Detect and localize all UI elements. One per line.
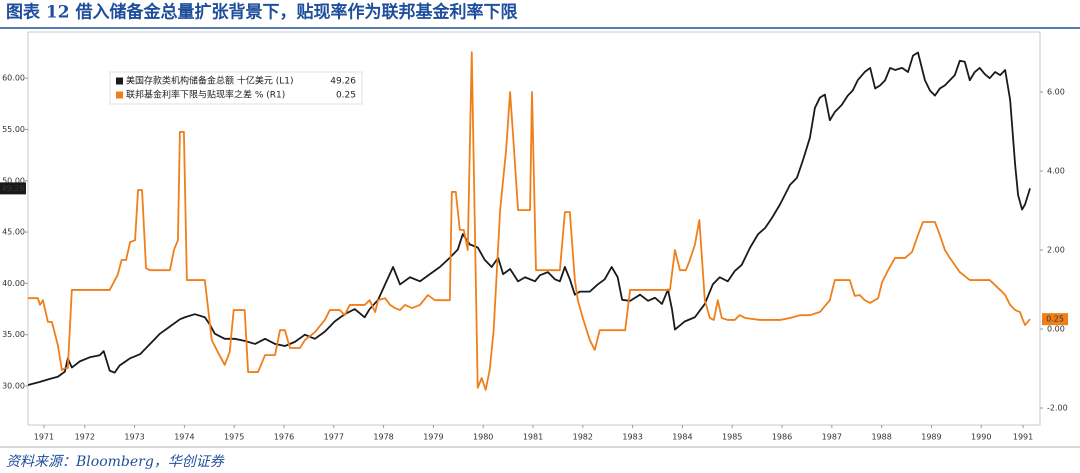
x-tick-label: 1990 <box>971 433 991 442</box>
series-line <box>27 51 1031 386</box>
legend-label: 联邦基金利率下限与贴现率之差 % (R1) <box>126 89 285 101</box>
y-tick-label: 50.00 <box>2 176 25 185</box>
x-tick-label: 1975 <box>224 433 244 442</box>
x-tick-label: 1989 <box>921 433 941 442</box>
x-tick-label: 1972 <box>75 433 95 442</box>
y2-tick-label: 0.00 <box>1047 325 1065 334</box>
series-line <box>28 51 1031 391</box>
y-tick-label: 35.00 <box>2 330 25 339</box>
x-tick-label: 1985 <box>722 433 742 442</box>
x-tick-label: 1973 <box>124 433 144 442</box>
legend-swatch <box>116 91 123 99</box>
y-tick-label: 40.00 <box>2 279 25 288</box>
x-tick-label: 1984 <box>672 433 692 442</box>
x-tick-label: 1983 <box>622 433 642 442</box>
legend-swatch <box>116 77 123 85</box>
x-tick-label: 1971 <box>34 433 54 442</box>
end-badge <box>1042 313 1068 326</box>
x-tick-label: 1987 <box>822 433 842 442</box>
x-tick-label: 1982 <box>573 433 593 442</box>
y2-tick-label: -2.00 <box>1047 404 1068 413</box>
y-tick-label: 45.00 <box>2 228 25 237</box>
legend-box <box>109 71 363 105</box>
plot-frame <box>27 31 1041 426</box>
x-tick-label: 1980 <box>473 433 493 442</box>
y-tick-label: 60.00 <box>2 74 25 83</box>
legend-value: 0.25 <box>336 91 356 101</box>
y-tick-label: 30.00 <box>2 382 25 391</box>
end-badge-label: 0.25 <box>1046 315 1064 324</box>
x-tick-label: 1977 <box>324 433 344 442</box>
x-tick-label: 1976 <box>274 433 294 442</box>
legend-label: 美国存款类机构储备金总额 十亿美元 (L1) <box>126 75 294 87</box>
legend-value: 49.26 <box>330 77 356 87</box>
chart-title: 图表 12 借入储备金总量扩张背景下，贴现率作为联邦基金利率下限 <box>6 2 518 23</box>
x-tick-label: 1974 <box>174 433 194 442</box>
y-tick-label: 55.00 <box>2 125 25 134</box>
y2-tick-label: 4.00 <box>1047 167 1065 176</box>
x-tick-label: 1978 <box>373 433 393 442</box>
end-badge <box>0 182 26 195</box>
x-tick-label: 1981 <box>523 433 543 442</box>
x-tick-label: 1991 <box>1013 433 1033 442</box>
x-tick-label: 1979 <box>423 433 443 442</box>
y2-tick-label: 6.00 <box>1047 88 1065 97</box>
x-tick-label: 1986 <box>772 433 792 442</box>
y2-tick-label: 2.00 <box>1047 246 1065 255</box>
x-tick-label: 1988 <box>871 433 891 442</box>
source: 资料来源：Bloomberg，华创证券 <box>6 454 225 470</box>
end-badge-label: 49.26 <box>2 184 25 193</box>
